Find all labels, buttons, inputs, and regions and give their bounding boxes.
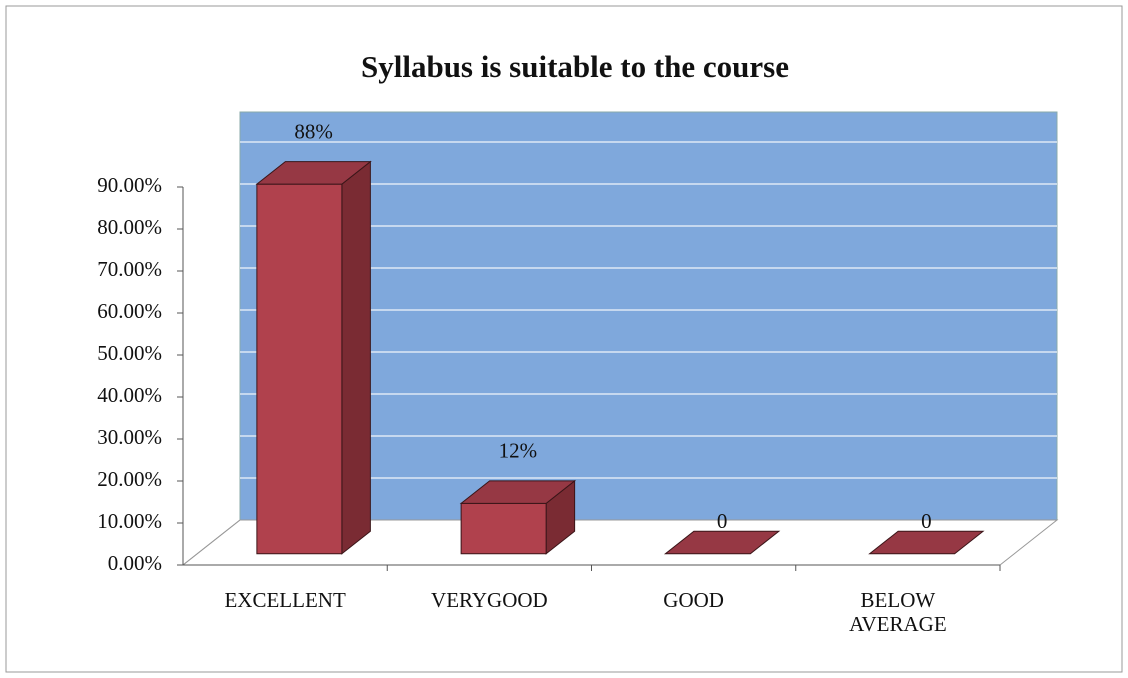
data-label: 0 bbox=[921, 509, 932, 533]
y-tick-label: 80.00% bbox=[97, 215, 162, 239]
bar-top bbox=[459, 480, 577, 504]
y-tick-label: 40.00% bbox=[97, 383, 162, 407]
side-wall-edge bbox=[182, 519, 241, 566]
bar-top bbox=[663, 530, 781, 555]
y-tick-label: 60.00% bbox=[97, 299, 162, 323]
y-tick-label: 50.00% bbox=[97, 341, 162, 365]
bar-top bbox=[868, 530, 985, 555]
bar bbox=[460, 502, 547, 555]
chart-title: Syllabus is suitable to the course bbox=[361, 49, 789, 84]
data-label: 12% bbox=[499, 439, 538, 463]
y-tick-label: 20.00% bbox=[97, 467, 162, 491]
x-tick-label: VERYGOOD bbox=[431, 588, 548, 612]
x-tick-label: EXCELLENT bbox=[224, 588, 346, 612]
bar bbox=[256, 183, 343, 555]
data-label: 0 bbox=[717, 509, 728, 533]
y-tick-label: 70.00% bbox=[97, 257, 162, 281]
y-tick-label: 0.00% bbox=[108, 551, 162, 575]
y-tick-label: 10.00% bbox=[97, 509, 162, 533]
y-tick-label: 30.00% bbox=[97, 425, 162, 449]
x-tick-label: GOOD bbox=[663, 588, 724, 612]
y-tick-label: 90.00% bbox=[97, 173, 162, 197]
data-label: 88% bbox=[294, 119, 333, 143]
x-tick-label: BELOW AVERAGE bbox=[849, 588, 947, 636]
bar-top bbox=[255, 161, 372, 185]
bar-side bbox=[341, 160, 371, 555]
